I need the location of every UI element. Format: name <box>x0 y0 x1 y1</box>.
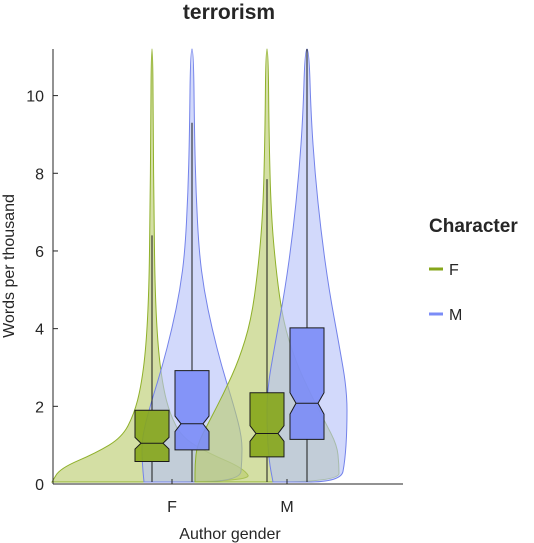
legend-title: Character <box>429 216 518 237</box>
y-tick-label: 6 <box>35 244 44 261</box>
legend-label-f: F <box>449 262 459 279</box>
box-layer <box>134 49 325 483</box>
legend: Character F M <box>429 216 518 324</box>
y-tick-label: 8 <box>35 166 44 183</box>
box-f-f <box>134 409 170 462</box>
chart-title: terrorism <box>183 1 275 24</box>
y-tick-label: 10 <box>26 89 44 106</box>
x-tick-label: M <box>280 499 293 516</box>
box-m-m <box>289 327 325 440</box>
legend-label-m: M <box>449 307 462 324</box>
y-tick-label: 4 <box>35 322 44 339</box>
x-tick-label: F <box>167 499 177 516</box>
y-axis-label: Words per thousand <box>1 194 18 338</box>
y-tick-label: 2 <box>35 399 44 416</box>
box-f-m <box>249 392 285 458</box>
box-m-f <box>174 370 210 451</box>
y-tick-label: 0 <box>35 477 44 494</box>
y-ticks: 0 2 4 6 8 10 <box>26 89 58 494</box>
x-axis-label: Author gender <box>179 526 281 543</box>
